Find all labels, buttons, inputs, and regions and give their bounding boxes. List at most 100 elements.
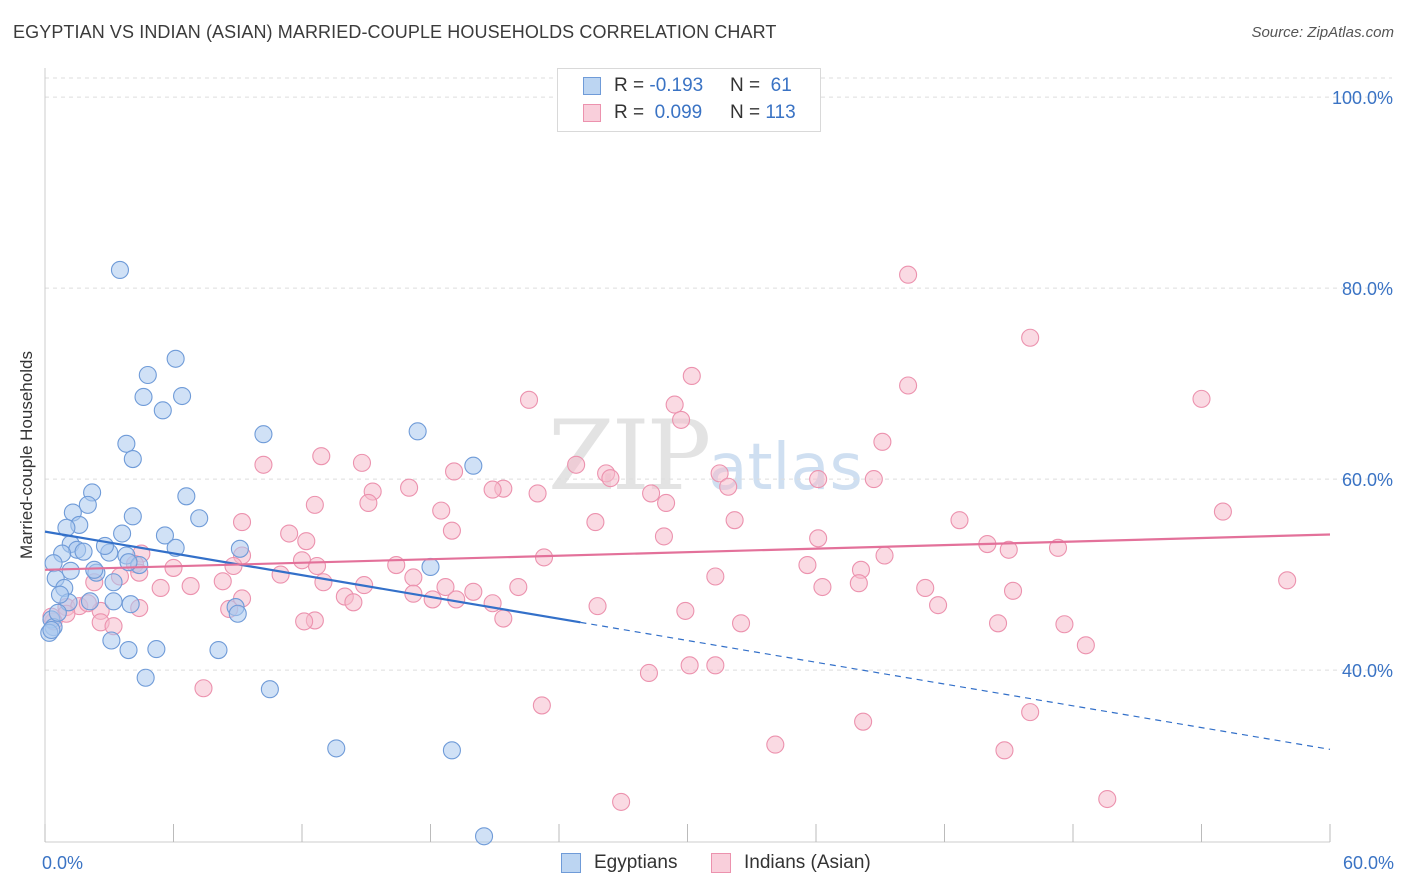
data-point [532,696,551,715]
data-point [280,524,299,543]
data-point [78,495,97,514]
data-point [123,507,142,526]
data-point [854,712,873,731]
data-point [190,509,209,528]
data-point [42,620,61,640]
data-point [1192,389,1211,408]
data-point [134,387,153,407]
data-point [307,556,327,576]
data-point [999,540,1018,559]
data-point [710,464,729,483]
data-point [766,735,785,754]
data-point [271,565,290,584]
data-point [809,470,828,489]
data-point [314,573,333,592]
data-point [177,487,196,506]
data-point [408,422,427,441]
data-point [155,526,174,545]
data-point [344,593,363,612]
data-point [359,493,378,513]
legend-swatch-blue-icon [583,77,601,95]
data-point [657,493,676,513]
series-indians-points [42,265,1297,811]
data-point [297,532,316,551]
data-point [147,640,166,659]
data-point [104,592,123,611]
legend-r-label: R = [614,102,650,123]
data-point [567,455,586,474]
bottom-legend-label: Indians (Asian) [744,852,871,873]
data-point [432,501,451,520]
data-point [194,679,213,698]
y-tick-label: 40.0% [1342,661,1393,681]
data-point [352,453,372,472]
x-tick-label: 60.0% [1343,853,1394,873]
chart-title: EGYPTIAN VS INDIAN (ASIAN) MARRIED-COUPL… [13,22,777,42]
data-point [849,574,868,593]
square-swatch-blue-icon [561,853,581,873]
data-point [916,578,935,598]
y-tick-label: 100.0% [1332,88,1393,108]
data-point [494,609,513,628]
legend-n-value: 113 [765,102,796,123]
legend-r-label: R = [614,75,650,96]
data-point [813,577,832,597]
data-point [899,376,918,395]
data-point [166,349,185,368]
data-point [1055,615,1074,634]
data-point [254,455,273,474]
data-point [672,410,691,429]
data-point [665,395,684,414]
y-tick-label: 60.0% [1342,470,1393,490]
data-point [48,603,67,622]
data-point [312,447,331,466]
y-axis-label: Married-couple Households [17,351,36,559]
legend-n-label: N = [730,102,766,123]
data-point [181,577,200,596]
data-point [436,577,455,597]
data-point [213,572,232,591]
data-point [680,656,699,675]
data-point [113,524,132,543]
data-point [464,456,483,475]
data-point [612,792,631,811]
data-point [164,558,183,577]
data-point [121,595,140,614]
data-point [719,477,738,496]
data-point [110,260,130,280]
indians-trend-line [44,533,1331,571]
data-point [400,478,419,497]
data-point [509,577,528,597]
data-point [1213,502,1232,521]
data-point [1076,636,1095,655]
data-point [421,557,440,577]
data-point [230,539,249,558]
series-egyptians-points [40,260,494,846]
legend-r-value: -0.193 [649,75,704,96]
y-tick-label: 80.0% [1342,279,1393,299]
data-point [138,365,157,385]
data-point [601,469,620,488]
data-point [136,668,155,687]
data-point [929,596,948,615]
legend-n-value: 61 [765,75,792,96]
data-point [1098,789,1117,809]
data-point [519,390,539,409]
data-point [445,462,464,481]
data-point [642,484,661,503]
data-point [224,556,243,576]
data-point [725,511,744,530]
data-point [731,614,751,633]
egyptians-trend-line [44,530,581,624]
data-point [873,432,892,451]
data-point [1048,538,1068,557]
data-point [151,578,170,598]
data-point [85,560,104,579]
data-point [228,604,247,623]
data-point [327,739,346,758]
data-point [232,513,252,532]
square-swatch-pink-icon [711,853,731,873]
data-point [474,827,494,846]
data-point [588,597,607,616]
